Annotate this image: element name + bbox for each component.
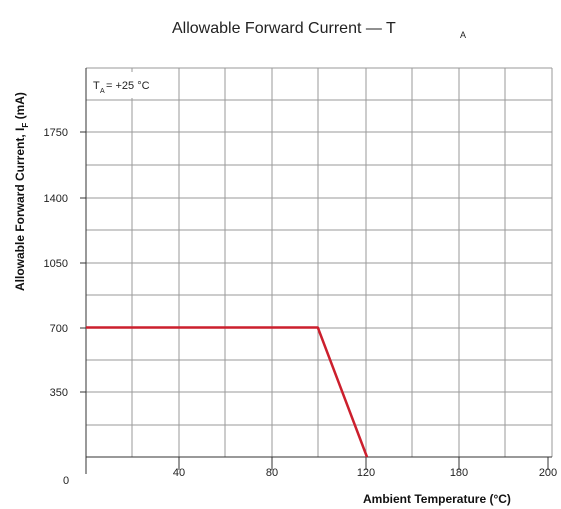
chart-grid — [85, 67, 553, 458]
y-tick-label-700: 700 — [50, 323, 68, 335]
chart-title: Allowable Forward Current — T A — [172, 20, 466, 40]
x-axis-label: Ambient Temperature (°C) — [363, 492, 511, 506]
svg-text:Allowable Forward Current, IF: Allowable Forward Current, IF (mA) — [13, 92, 30, 291]
annotation-suffix: = +25 °C — [106, 80, 150, 92]
series-line-0 — [86, 326, 369, 458]
y-axis-label-text: Allowable Forward Current, I — [13, 128, 27, 291]
chart-series — [86, 326, 369, 458]
x-tick-label-120: 120 — [357, 467, 375, 479]
chart-title-subscript: A — [460, 30, 466, 40]
y-axis-label: Allowable Forward Current, IF (mA) — [13, 92, 30, 291]
origin-tick-label: 0 — [63, 475, 69, 487]
x-tick-label-80: 80 — [266, 467, 278, 479]
x-tick-labels: 40 80 120 180 200 — [173, 457, 557, 479]
annotation-background — [87, 72, 175, 98]
chart-title-text: Allowable Forward Current — T — [172, 20, 396, 37]
y-tick-label-350: 350 — [50, 387, 68, 399]
y-axis-label-unit: (mA) — [13, 92, 27, 123]
y-axis-label-subscript: F — [21, 123, 30, 128]
y-tick-label-1400: 1400 — [44, 193, 68, 205]
x-tick-label-180: 180 — [450, 467, 468, 479]
annotation-prefix: T — [93, 80, 100, 92]
y-tick-label-1050: 1050 — [44, 258, 68, 270]
annotation-subscript: A — [100, 88, 105, 95]
temperature-annotation: T A = +25 °C — [87, 72, 175, 98]
x-tick-label-40: 40 — [173, 467, 185, 479]
y-tick-labels: 350 700 1050 1400 1750 — [44, 127, 86, 399]
chart-axes — [85, 68, 552, 474]
y-tick-label-1750: 1750 — [44, 127, 68, 139]
x-tick-label-200: 200 — [539, 467, 557, 479]
